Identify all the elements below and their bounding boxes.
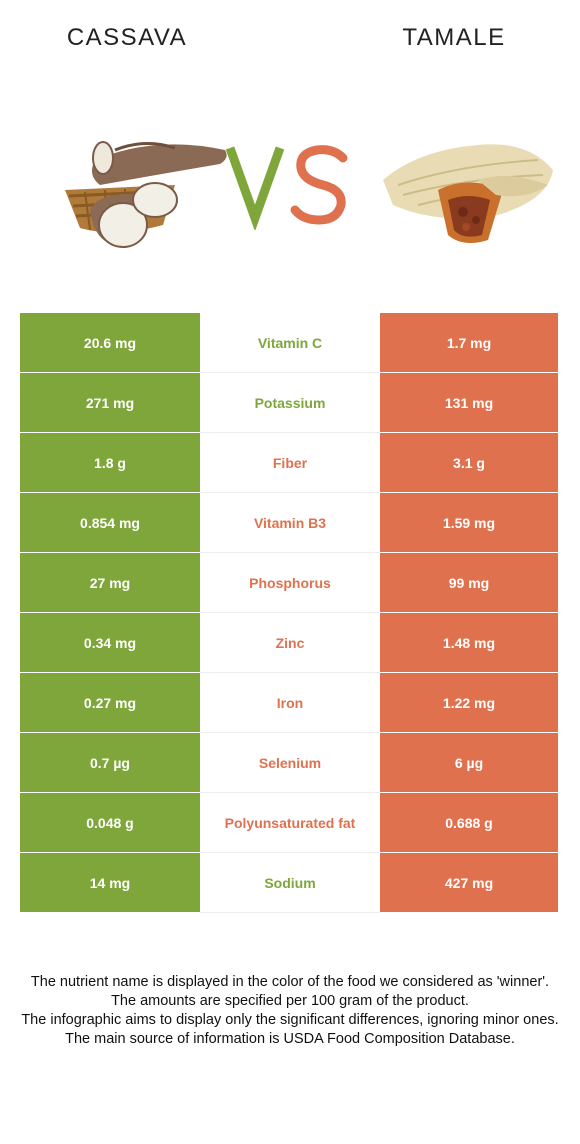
left-food-title: CASSAVA — [66, 24, 188, 51]
right-value: 99 mg — [380, 552, 558, 613]
nutrient-name: Vitamin C — [200, 313, 380, 373]
comparison-row: 0.854 mg Vitamin B3 1.59 mg — [20, 492, 558, 553]
left-value: 0.048 g — [20, 792, 200, 853]
nutrient-name: Iron — [200, 672, 380, 733]
left-value: 0.34 mg — [20, 612, 200, 673]
footer-line-aim: The infographic aims to display only the… — [21, 1012, 559, 1028]
nutrient-name: Vitamin B3 — [200, 492, 380, 553]
left-value: 14 mg — [20, 852, 200, 913]
cassava-image — [65, 141, 227, 248]
right-value: 3.1 g — [380, 432, 558, 493]
footer-line-source: The main source of information is USDA F… — [65, 1031, 515, 1047]
right-value: 427 mg — [380, 852, 558, 913]
left-value: 0.27 mg — [20, 672, 200, 733]
comparison-row: 14 mg Sodium 427 mg — [20, 852, 558, 913]
right-value: 1.59 mg — [380, 492, 558, 553]
comparison-row: 0.27 mg Iron 1.22 mg — [20, 672, 558, 733]
right-value: 0.688 g — [380, 792, 558, 853]
right-value: 131 mg — [380, 372, 558, 433]
nutrient-name: Phosphorus — [200, 552, 380, 613]
left-value: 0.854 mg — [20, 492, 200, 553]
comparison-row: 0.34 mg Zinc 1.48 mg — [20, 612, 558, 673]
nutrient-name: Fiber — [200, 432, 380, 493]
footer-notes: The nutrient name is displayed in the co… — [18, 973, 562, 1049]
footer-line-winner: The nutrient name is displayed in the co… — [30, 974, 550, 990]
right-value: 1.22 mg — [380, 672, 558, 733]
left-value: 271 mg — [20, 372, 200, 433]
left-value: 0.7 µg — [20, 732, 200, 793]
nutrient-name: Potassium — [200, 372, 380, 433]
left-value: 27 mg — [20, 552, 200, 613]
left-value: 1.8 g — [20, 432, 200, 493]
nutrient-name: Selenium — [200, 732, 380, 793]
comparison-row: 1.8 g Fiber 3.1 g — [20, 432, 558, 493]
comparison-row: 271 mg Potassium 131 mg — [20, 372, 558, 433]
left-value: 20.6 mg — [20, 313, 200, 373]
vs-label — [225, 145, 348, 230]
right-food-title: TAMALE — [402, 24, 506, 51]
comparison-row: 0.048 g Polyunsaturated fat 0.688 g — [20, 792, 558, 853]
nutrient-name: Polyunsaturated fat — [200, 792, 380, 853]
right-value: 1.7 mg — [380, 313, 558, 373]
comparison-row: 27 mg Phosphorus 99 mg — [20, 552, 558, 613]
nutrient-name: Zinc — [200, 612, 380, 673]
footer-line-amounts: The amounts are specified per 100 gram o… — [111, 993, 469, 1009]
tamale-image — [383, 144, 553, 244]
comparison-row: 0.7 µg Selenium 6 µg — [20, 732, 558, 793]
right-value: 6 µg — [380, 732, 558, 793]
comparison-row: 20.6 mg Vitamin C 1.7 mg — [20, 313, 558, 373]
right-value: 1.48 mg — [380, 612, 558, 673]
nutrient-name: Sodium — [200, 852, 380, 913]
comparison-table: 20.6 mg Vitamin C 1.7 mg 271 mg Potassium 131… — [20, 313, 558, 913]
